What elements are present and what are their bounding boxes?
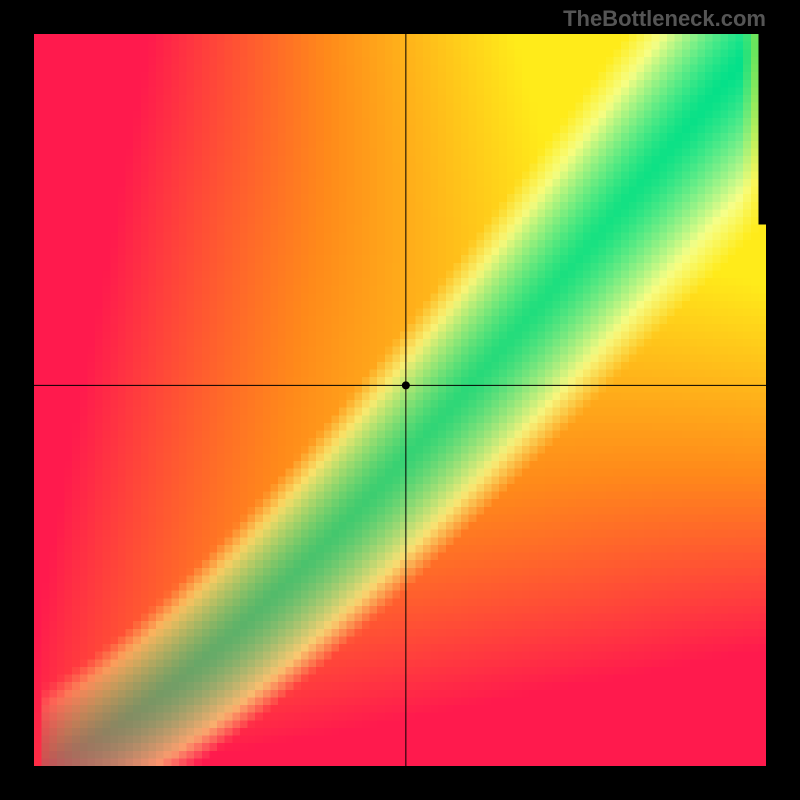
heatmap-canvas bbox=[34, 34, 766, 766]
chart-container: TheBottleneck.com bbox=[0, 0, 800, 800]
watermark-text: TheBottleneck.com bbox=[563, 6, 766, 32]
